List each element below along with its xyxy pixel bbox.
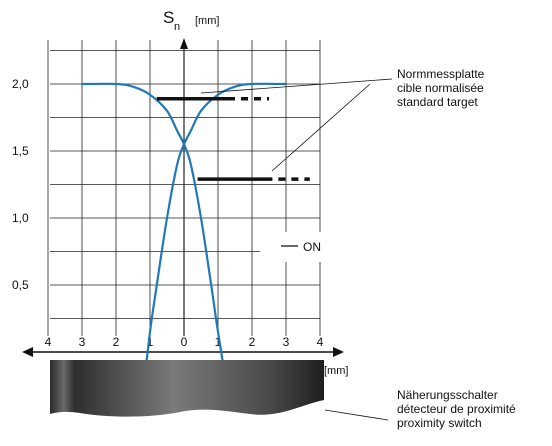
y-tick-label: 0,5 bbox=[12, 278, 29, 292]
target-leader-line-2 bbox=[271, 83, 371, 172]
curve-right-approach bbox=[140, 82, 287, 406]
legend-label: ON bbox=[303, 240, 321, 254]
target-annotation-line1: Normmessplatte bbox=[397, 67, 485, 81]
legend-background bbox=[260, 232, 334, 262]
x-tick-labels: 4 3 2 1 0 1 2 3 4 bbox=[45, 335, 324, 349]
x-tick-label: 3 bbox=[79, 335, 86, 349]
x-tick-label: 0 bbox=[181, 335, 188, 349]
target-leader-line-1 bbox=[200, 78, 393, 94]
x-tick-label: 4 bbox=[317, 335, 324, 349]
switch-leader-line bbox=[324, 409, 389, 421]
x-axis-arrowhead-right bbox=[333, 347, 344, 357]
x-tick-label: 4 bbox=[45, 335, 52, 349]
switch-annotation-line3: proximity switch bbox=[397, 416, 482, 430]
x-tick-label: 1 bbox=[215, 335, 222, 349]
x-tick-label: 2 bbox=[249, 335, 256, 349]
x-tick-label: 3 bbox=[283, 335, 290, 349]
y-axis-label-subscript: n bbox=[174, 21, 180, 33]
target-markers bbox=[156, 96, 310, 181]
target-annotation-line2: cible normalisée bbox=[397, 81, 484, 95]
switch-annotation: Näherungsschalter détecteur de proximité… bbox=[397, 388, 552, 430]
x-axis-arrowhead-left bbox=[22, 347, 33, 357]
y-tick-label: 1,0 bbox=[12, 211, 29, 225]
curve-left-approach bbox=[81, 82, 231, 406]
response-curves bbox=[81, 82, 287, 406]
proximity-switch-body bbox=[50, 360, 324, 417]
y-axis-unit: [mm] bbox=[195, 15, 219, 27]
x-tick-label: 2 bbox=[113, 335, 120, 349]
x-tick-label: 1 bbox=[147, 335, 154, 349]
y-tick-labels: 0,5 1,0 1,5 2,0 bbox=[12, 77, 29, 292]
y-tick-label: 2,0 bbox=[12, 77, 29, 91]
target-annotation-line3: standard target bbox=[397, 95, 478, 109]
target-annotation: Normmessplatte cible normalisée standard… bbox=[397, 67, 547, 109]
y-axis-arrowhead bbox=[180, 38, 188, 49]
y-axis-label: S bbox=[163, 8, 174, 27]
switch-annotation-line2: détecteur de proximité bbox=[397, 402, 516, 416]
x-axis-unit: [mm] bbox=[324, 365, 348, 377]
switch-annotation-line1: Näherungsschalter bbox=[397, 388, 498, 402]
y-tick-label: 1,5 bbox=[12, 144, 29, 158]
